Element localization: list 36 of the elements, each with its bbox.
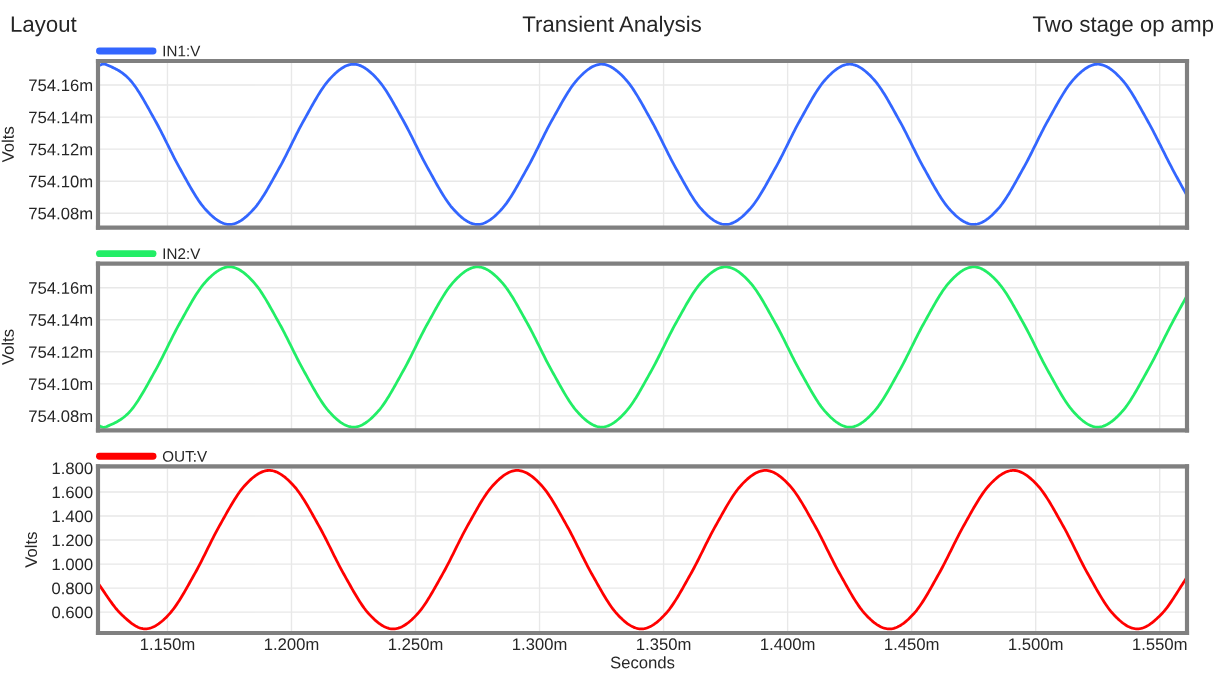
y-tick-label: 754.12m <box>29 346 93 359</box>
y-tick-label: 754.12m <box>29 143 93 156</box>
y-axis-title: Volts <box>24 532 38 568</box>
y-tick-label: 1.200 <box>52 534 93 547</box>
y-tick-label: 1.800 <box>52 462 93 475</box>
x-tick-label: 1.500m <box>1009 638 1063 651</box>
x-axis-title: Seconds <box>610 656 675 669</box>
x-tick-label: 1.550m <box>1133 638 1187 651</box>
y-tick-label: 0.800 <box>52 582 93 595</box>
y-tick-label: 754.10m <box>29 378 93 391</box>
y-tick-label: 1.400 <box>52 510 93 523</box>
text: Two stage op amp <box>1032 16 1214 37</box>
chart-title: Transient Analysis <box>522 15 701 37</box>
y-tick-label: 754.08m <box>29 207 93 220</box>
text: Layout <box>11 16 77 37</box>
x-tick-label: 1.200m <box>264 638 319 651</box>
y-tick-label: 0.600 <box>52 606 93 619</box>
y-tick-label: 754.16m <box>29 282 93 294</box>
y-tick-label: 1.000 <box>52 558 93 571</box>
x-tick-label: 1.350m <box>637 638 691 651</box>
legend-label: IN1:V <box>163 45 201 57</box>
y-tick-label: 754.10m <box>29 175 93 188</box>
y-axis-title: Volts <box>1 329 14 365</box>
y-axis-title: Volts <box>1 126 14 163</box>
y-tick-label: 1.600 <box>52 486 93 499</box>
legend-label: IN2:V <box>163 248 201 259</box>
y-tick-label: 754.14m <box>29 314 93 326</box>
x-tick-label: 1.150m <box>140 638 195 651</box>
x-tick-label: 1.250m <box>389 638 443 651</box>
y-tick-label: 754.14m <box>29 111 93 124</box>
x-tick-label: 1.450m <box>885 638 939 651</box>
x-tick-label: 1.300m <box>513 638 567 651</box>
legend-label: OUT:V <box>162 450 208 462</box>
y-tick-label: 754.16m <box>29 79 93 92</box>
y-tick-label: 754.08m <box>29 410 93 423</box>
x-tick-label: 1.400m <box>761 638 815 651</box>
